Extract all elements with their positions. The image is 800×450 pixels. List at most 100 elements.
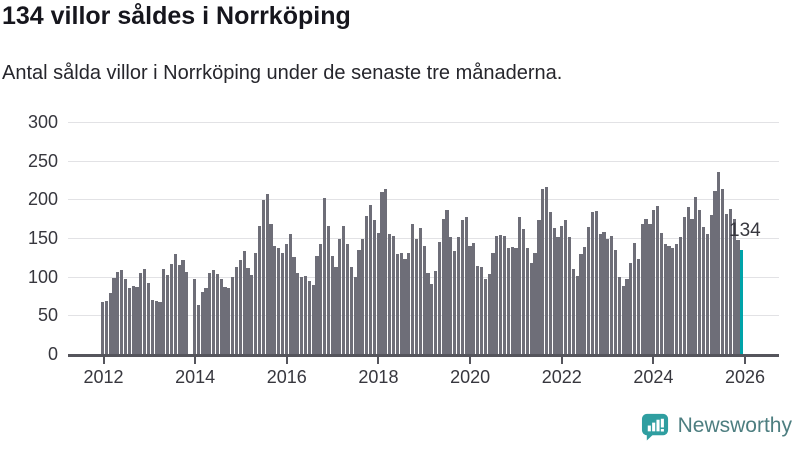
bar	[407, 252, 411, 354]
bar	[418, 227, 422, 354]
bar	[556, 237, 560, 354]
bar	[326, 226, 330, 354]
bar	[701, 227, 706, 354]
bar	[196, 305, 200, 354]
bar	[590, 212, 595, 354]
bar	[342, 226, 346, 354]
bar	[426, 272, 430, 354]
bar	[181, 260, 185, 354]
bar	[177, 265, 181, 354]
bar	[127, 288, 131, 354]
bar	[422, 245, 426, 354]
x-tick-label: 2020	[450, 367, 491, 387]
y-tick-label: 50	[37, 305, 58, 326]
bar	[732, 219, 736, 354]
highlighted-bar	[740, 250, 744, 354]
bar	[575, 275, 579, 354]
bar	[518, 217, 522, 354]
bar	[629, 262, 633, 354]
bar	[395, 254, 399, 354]
bar	[376, 233, 380, 354]
bar	[522, 228, 526, 354]
y-tick-label: 150	[27, 228, 58, 248]
bar	[583, 247, 587, 354]
bar	[261, 200, 265, 354]
bar-series	[101, 120, 749, 354]
gridline	[68, 122, 779, 123]
bar	[548, 212, 552, 354]
x-tick	[744, 357, 747, 364]
bar	[430, 284, 434, 354]
bar	[728, 209, 732, 354]
x-tick	[469, 357, 472, 364]
newsworthy-bar-chart-bubble-icon	[641, 413, 668, 441]
bar	[495, 236, 499, 354]
bar	[334, 267, 338, 354]
bar	[606, 238, 610, 354]
bar	[437, 241, 441, 354]
bar	[257, 226, 262, 354]
bar	[219, 279, 223, 354]
bar	[537, 220, 541, 354]
x-tick	[652, 357, 655, 364]
bar	[514, 248, 518, 354]
gridline	[68, 238, 779, 239]
bar	[587, 227, 591, 354]
bar	[633, 242, 637, 354]
bar	[284, 244, 288, 354]
bar	[403, 258, 407, 354]
bar	[315, 255, 319, 354]
bar	[705, 234, 709, 354]
bar	[277, 248, 281, 354]
bar	[648, 224, 652, 354]
bar	[246, 268, 250, 354]
bar	[280, 252, 285, 354]
bar	[456, 237, 461, 354]
bar	[101, 302, 105, 354]
bar	[675, 244, 679, 354]
bar	[686, 207, 690, 354]
bar	[208, 272, 212, 354]
bar	[345, 244, 350, 354]
bar	[242, 251, 246, 354]
newsworthy-logo[interactable]: Newsworthy	[641, 410, 792, 442]
bar	[694, 197, 698, 354]
bar	[671, 248, 675, 354]
bar	[353, 277, 357, 354]
bar	[384, 189, 388, 354]
bar	[380, 191, 384, 354]
bar	[204, 287, 208, 354]
x-tick	[377, 357, 380, 364]
bar	[411, 224, 415, 354]
bar	[567, 237, 572, 354]
bar	[464, 217, 468, 354]
bar	[640, 224, 644, 354]
bar	[330, 255, 334, 354]
bar	[636, 258, 641, 354]
bar	[552, 227, 556, 354]
bar	[131, 285, 135, 354]
bar	[265, 193, 269, 354]
bar	[621, 285, 625, 354]
bar	[357, 249, 361, 354]
gridline	[68, 160, 779, 162]
bar	[319, 244, 323, 354]
bar	[472, 242, 476, 354]
bar	[391, 236, 396, 354]
bar	[483, 279, 487, 354]
bar	[682, 217, 686, 354]
bar	[365, 215, 369, 354]
bar	[200, 292, 204, 354]
y-tick-label: 300	[27, 112, 58, 132]
x-tick-label: 2022	[541, 367, 582, 387]
highlight-value-label: 134	[729, 220, 761, 241]
bar	[479, 267, 484, 354]
bar	[307, 281, 311, 354]
bar	[254, 253, 258, 354]
bar	[227, 287, 231, 354]
bar	[663, 244, 667, 354]
bar	[250, 275, 254, 354]
bar	[116, 272, 120, 354]
